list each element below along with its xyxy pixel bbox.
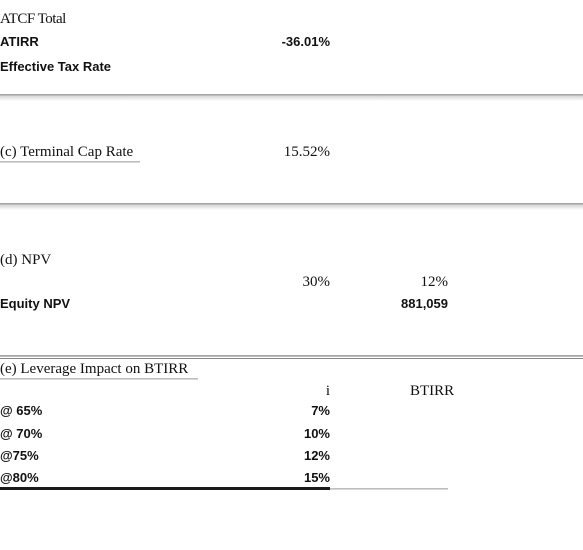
section-divider <box>0 203 583 205</box>
leverage-impact-heading: (e) Leverage Impact on BTIRR <box>0 361 189 377</box>
leverage-row-i: 10% <box>303 426 330 441</box>
equity-npv-value: 881,059 <box>401 296 448 311</box>
effective-tax-rate-label: Effective Tax Rate <box>0 59 112 74</box>
npv-heading: (d) NPV <box>0 252 52 268</box>
leverage-row-i: 15% <box>303 470 330 485</box>
atirr-value: -36.01% <box>281 34 330 49</box>
leverage-row-label: @80% <box>0 470 39 485</box>
divider-shadow <box>0 205 583 210</box>
npv-rate-1: 30% <box>302 274 331 290</box>
table-bottom-border <box>0 487 330 490</box>
col-btirr-header: BTIRR <box>410 383 455 399</box>
divider-shadow <box>0 96 583 101</box>
section-divider <box>0 355 583 357</box>
equity-npv-label: Equity NPV <box>0 296 71 311</box>
leverage-row-label: @75% <box>0 448 39 463</box>
col-i-header: i <box>325 383 330 399</box>
heading-underline <box>0 378 198 380</box>
section-divider-second-line <box>0 358 583 359</box>
atirr-label: ATIRR <box>0 34 39 49</box>
section-divider <box>0 94 583 96</box>
leverage-row-label: @ 70% <box>0 426 43 441</box>
leverage-row-label: @ 65% <box>0 403 43 418</box>
table-bottom-border-light <box>330 488 448 490</box>
atcf-total-label: ATCF Total <box>0 11 66 27</box>
leverage-row-i: 7% <box>311 403 330 418</box>
leverage-row-i: 12% <box>303 448 330 463</box>
terminal-cap-rate-value: 15.52% <box>283 144 330 160</box>
terminal-cap-rate-heading: (c) Terminal Cap Rate <box>0 144 134 160</box>
heading-underline <box>0 161 140 163</box>
npv-rate-2: 12% <box>420 274 449 290</box>
